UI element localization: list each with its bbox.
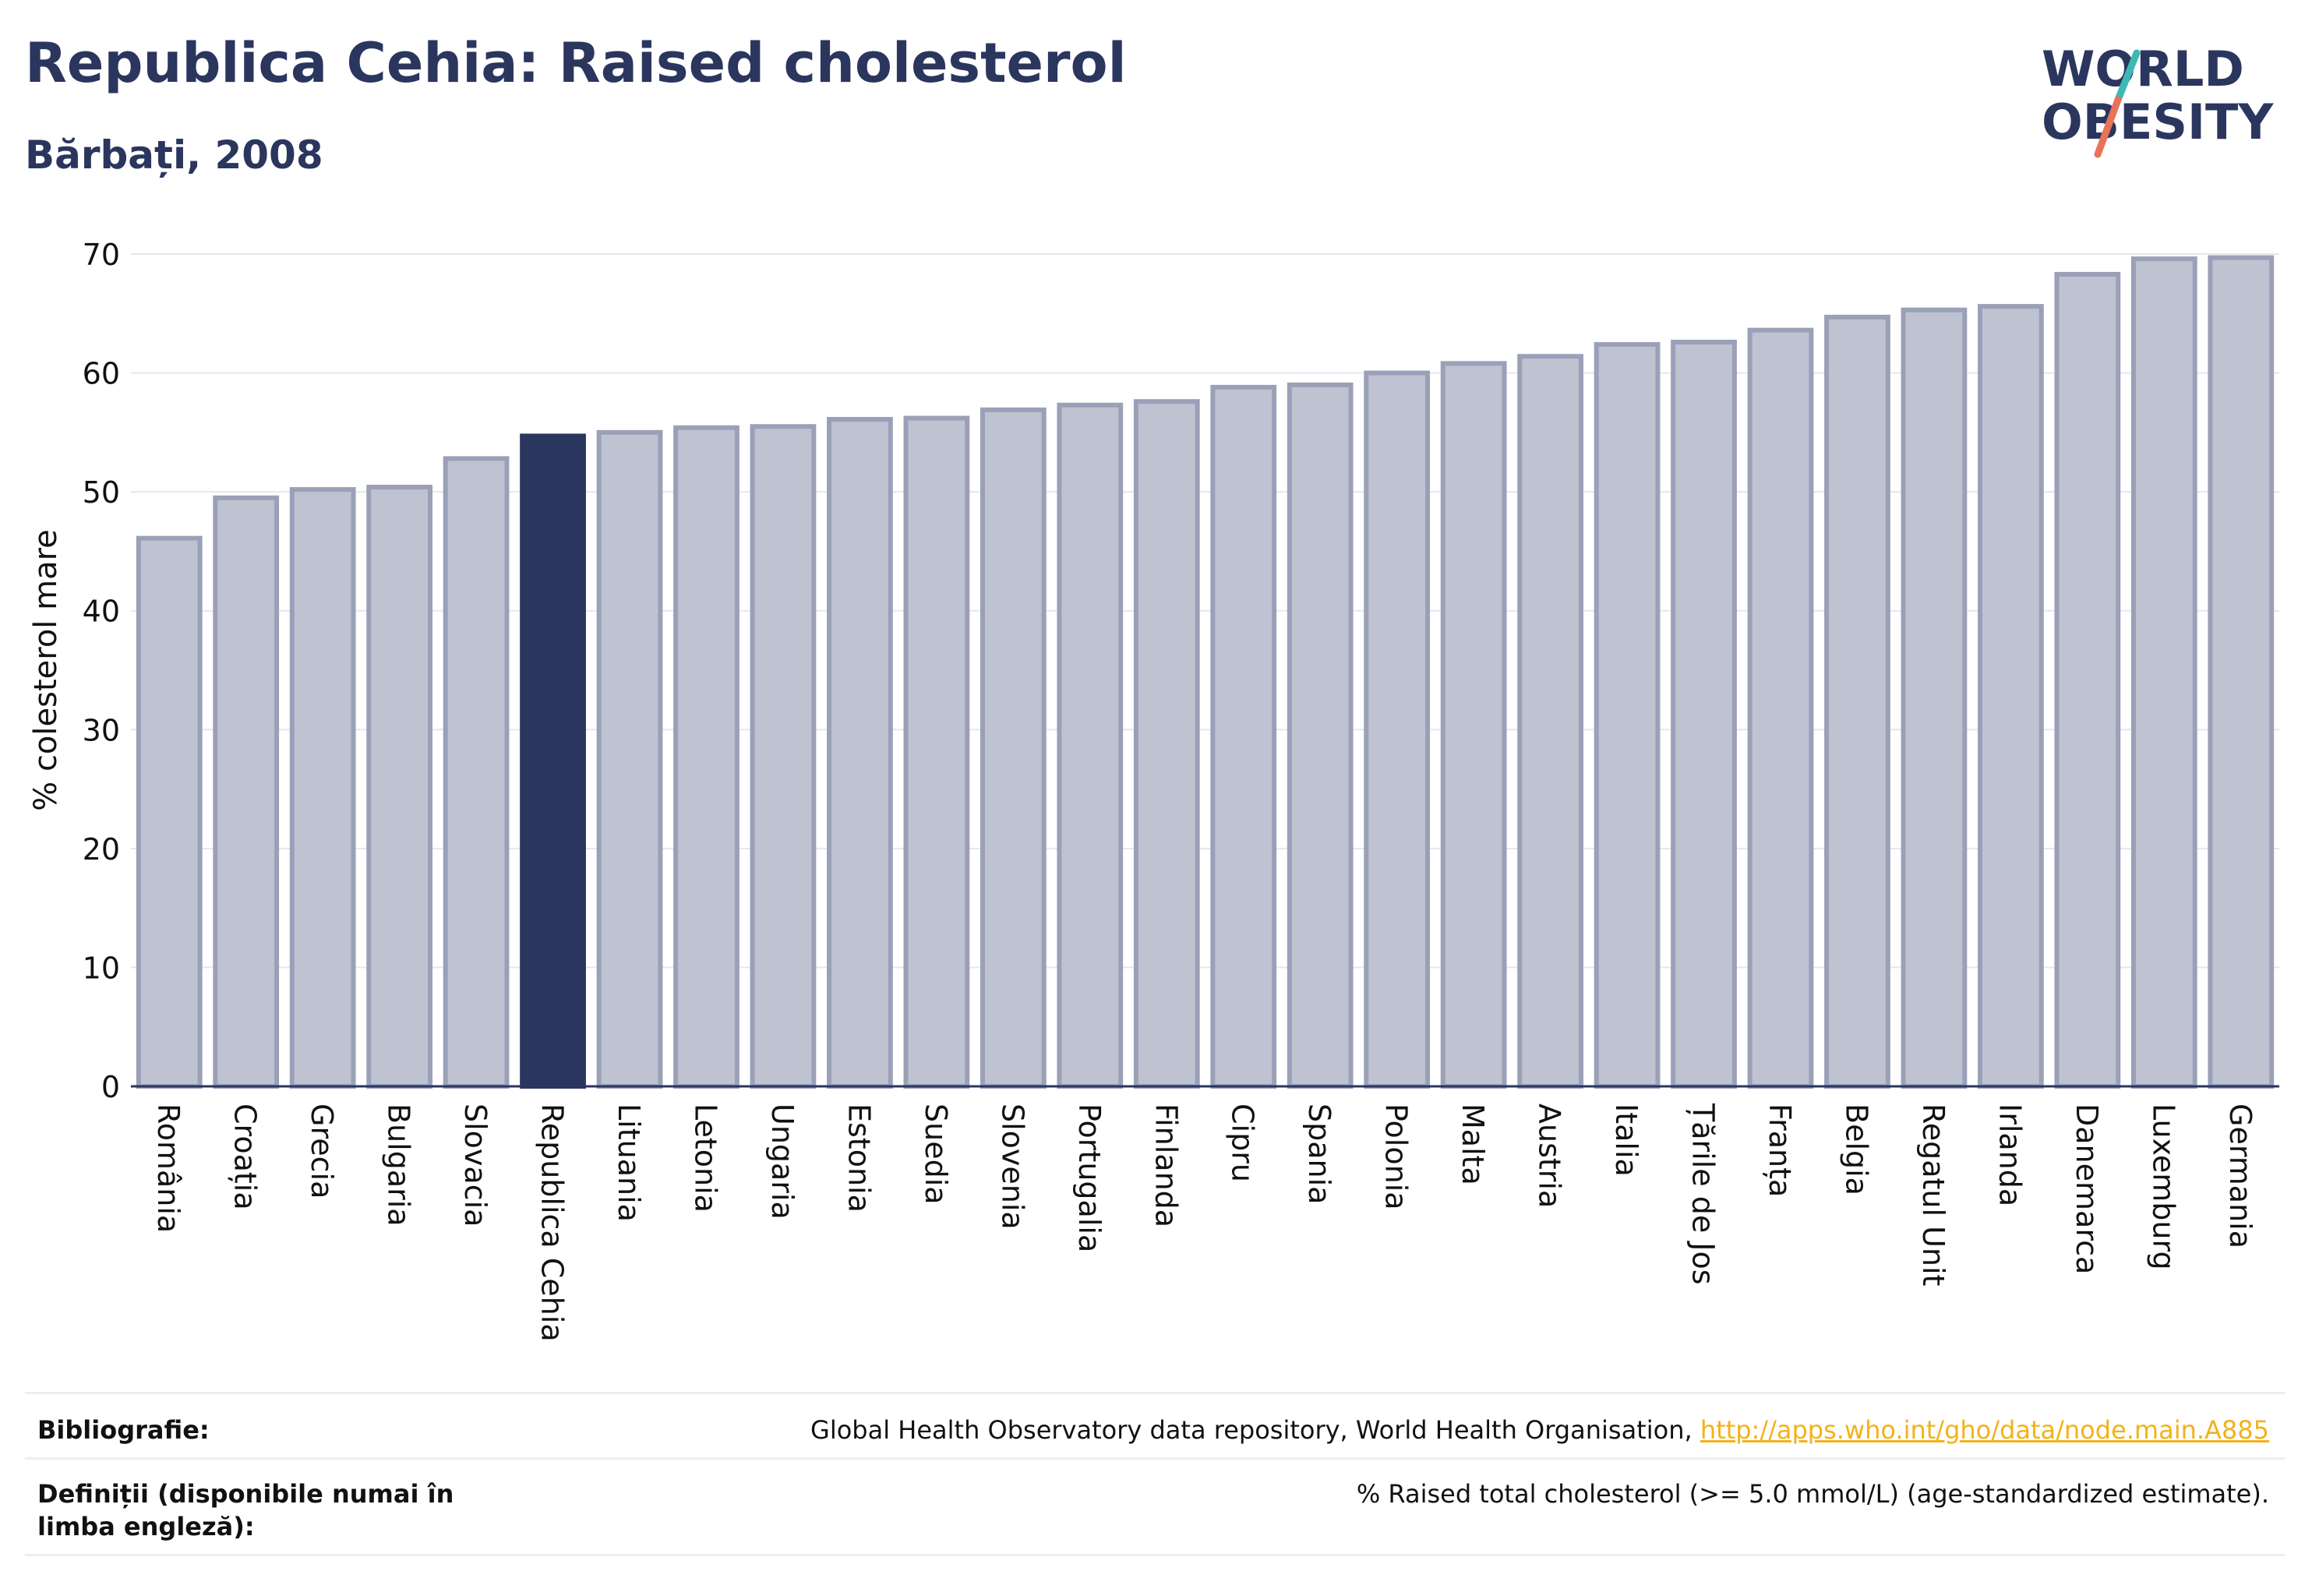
y-tick-label: 70 — [83, 238, 120, 272]
bar — [1364, 370, 1431, 1089]
bar — [673, 425, 740, 1089]
bibliography-link[interactable]: http://apps.who.int/gho/data/node.main.A… — [1700, 1415, 2269, 1445]
bar — [289, 487, 356, 1089]
x-tick-label: Danemarca — [2070, 1103, 2104, 1274]
x-tick-label: Slovenia — [995, 1103, 1029, 1230]
footer-divider-bottom — [25, 1554, 2285, 1556]
bibliography-label: Bibliografie: — [37, 1415, 210, 1445]
y-tick-label: 50 — [83, 475, 120, 510]
bar — [1747, 327, 1814, 1089]
bar — [1210, 384, 1277, 1089]
bar — [213, 495, 280, 1089]
bar — [136, 535, 203, 1089]
y-tick-label: 0 — [101, 1070, 120, 1104]
bar — [596, 429, 663, 1089]
chart-title: Republica Cehia: Raised cholesterol — [25, 31, 1127, 95]
definitions-value: % Raised total cholesterol (>= 5.0 mmol/… — [1356, 1479, 2269, 1509]
logo-text-obesity: OBESITY — [2042, 94, 2274, 150]
x-tick-label: Spania — [1302, 1103, 1336, 1204]
chart-subtitle: Bărbați, 2008 — [25, 132, 323, 178]
footer-divider-middle — [25, 1457, 2285, 1460]
bar — [2208, 255, 2275, 1089]
footer-divider-top — [25, 1392, 2285, 1394]
bar — [1594, 341, 1661, 1089]
x-tick-label: Germania — [2223, 1103, 2257, 1248]
bar — [1287, 382, 1354, 1089]
bar — [827, 417, 893, 1089]
logo-text-world: WORLD — [2042, 41, 2244, 97]
y-tick-label: 60 — [83, 357, 120, 391]
x-tick-label: Polonia — [1379, 1103, 1414, 1210]
bar — [1440, 361, 1507, 1089]
x-tick-label: Croația — [228, 1103, 263, 1210]
x-tick-label: Franța — [1763, 1103, 1797, 1197]
x-tick-label: Italia — [1609, 1103, 1643, 1177]
y-tick-label: 10 — [83, 951, 120, 985]
x-tick-label: Țările de Jos — [1686, 1103, 1721, 1285]
x-tick-label: Suedia — [919, 1103, 953, 1205]
x-tick-label: România — [151, 1103, 185, 1233]
bar-chart: 0 10 20 30 40 50 60 70 % colesterol mare România C… — [28, 238, 2279, 1342]
x-tick-label: Ungaria — [765, 1103, 800, 1220]
logo-slash-bottom — [2094, 96, 2122, 158]
x-tick-label: Irlanda — [1993, 1103, 2027, 1206]
x-tick-label: Cipru — [1226, 1103, 1260, 1182]
x-tick-label: Bulgaria — [382, 1103, 416, 1227]
bar — [980, 407, 1047, 1089]
y-axis-title: % colesterol mare — [28, 529, 64, 811]
bar — [443, 456, 510, 1089]
bar — [903, 415, 970, 1089]
bar — [1671, 339, 1737, 1089]
bar — [1901, 307, 1968, 1089]
logo-slash-top — [2114, 49, 2141, 104]
x-tick-label: Letonia — [688, 1103, 722, 1213]
x-tick-label: Malta — [1456, 1103, 1490, 1185]
bibliography-text: Global Health Observatory data repositor… — [810, 1415, 1700, 1445]
bar — [520, 433, 586, 1089]
x-tick-label: Slovacia — [458, 1103, 492, 1227]
x-tick-label: Grecia — [305, 1103, 339, 1199]
bar — [2130, 256, 2197, 1089]
y-tick-label: 40 — [83, 595, 120, 629]
bibliography-value: Global Health Observatory data repositor… — [810, 1414, 2269, 1446]
y-tick-label: 20 — [83, 832, 120, 867]
bar — [2054, 271, 2121, 1089]
bar — [1517, 354, 1583, 1089]
bar — [1133, 399, 1200, 1089]
x-tick-label: Belgia — [1839, 1103, 1873, 1195]
x-tick-label: Portugalia — [1072, 1103, 1107, 1252]
x-tick-label: Estonia — [842, 1103, 876, 1213]
x-tick-label: Lituania — [612, 1103, 646, 1222]
definitions-label: Definiții (disponibile numai în limba en… — [37, 1479, 454, 1541]
world-obesity-logo: WORLD OBESITY — [2042, 41, 2274, 158]
bar — [1057, 402, 1124, 1089]
x-tick-label: Austria — [1533, 1103, 1567, 1208]
x-tick-label: Regatul Unit — [1916, 1103, 1950, 1286]
bar — [750, 424, 817, 1089]
x-tick-label: Finlanda — [1149, 1103, 1183, 1227]
bar — [366, 485, 433, 1089]
x-tick-label: Republica Cehia — [535, 1103, 570, 1342]
y-tick-label: 30 — [83, 713, 120, 747]
bar — [1977, 304, 2044, 1089]
bar — [1824, 314, 1890, 1089]
x-tick-label: Luxemburg — [2146, 1103, 2180, 1270]
